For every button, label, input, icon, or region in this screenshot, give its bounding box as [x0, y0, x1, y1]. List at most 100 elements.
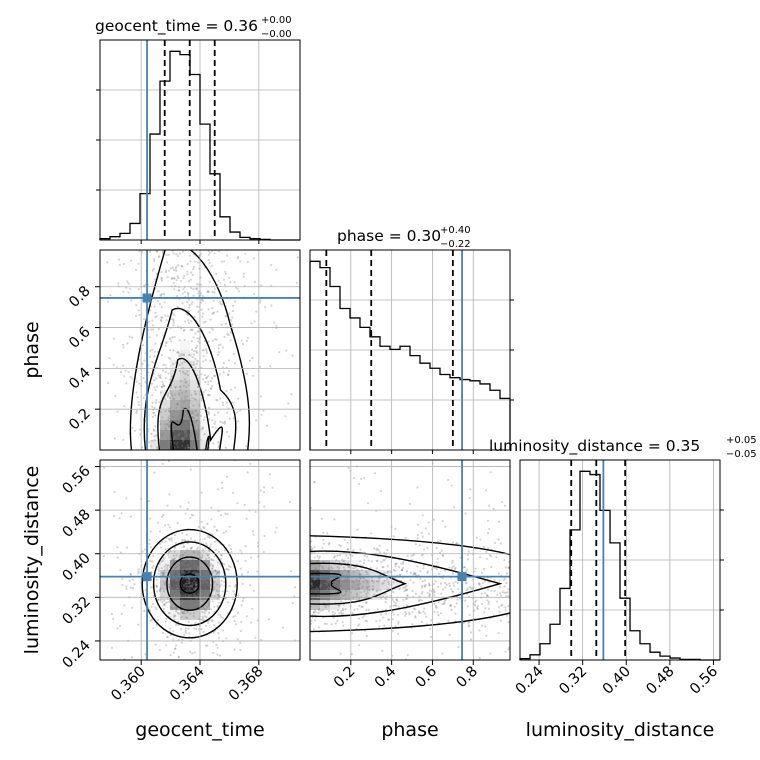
sample-point — [191, 584, 194, 587]
sample-point — [179, 385, 182, 388]
sample-point — [384, 612, 387, 615]
sample-point — [478, 629, 481, 632]
sample-point — [202, 360, 205, 363]
sample-point — [196, 568, 199, 571]
sample-point — [193, 315, 196, 318]
density-cell — [160, 400, 170, 410]
sample-point — [169, 654, 172, 657]
sample-point — [182, 288, 185, 291]
sample-point — [215, 398, 218, 401]
sample-point — [205, 608, 208, 611]
sample-point — [122, 262, 125, 266]
sample-point — [256, 570, 259, 573]
sample-point — [219, 300, 222, 303]
sample-point — [186, 374, 190, 377]
sample-point — [207, 340, 210, 343]
sample-point — [152, 361, 155, 364]
sample-point — [485, 634, 488, 637]
sample-point — [465, 582, 468, 585]
sample-point — [252, 589, 255, 592]
sample-point — [323, 622, 326, 625]
density-cell — [180, 550, 190, 560]
density-cell — [180, 330, 190, 340]
sample-point — [167, 392, 170, 395]
sample-point — [343, 594, 346, 597]
sample-point — [161, 416, 164, 419]
sample-point — [435, 546, 438, 550]
sample-point — [183, 395, 186, 398]
sample-point — [207, 556, 210, 560]
sample-point — [176, 607, 179, 610]
sample-point — [136, 396, 139, 399]
density-cell — [160, 600, 170, 610]
sample-point — [396, 632, 400, 635]
sample-point — [452, 506, 455, 509]
sample-point — [148, 538, 151, 542]
sample-point — [223, 420, 227, 424]
sample-point — [391, 629, 394, 632]
sample-point — [343, 581, 346, 584]
sample-point — [179, 594, 182, 597]
sample-point — [177, 350, 180, 353]
sample-point — [180, 615, 183, 619]
sample-point — [425, 527, 428, 530]
sample-point — [405, 570, 409, 573]
sample-point — [404, 597, 407, 601]
sample-point — [255, 419, 258, 422]
sample-point — [213, 540, 216, 543]
sample-point — [342, 603, 345, 606]
sample-point — [170, 561, 173, 565]
density-cell — [340, 600, 350, 610]
sample-point — [120, 612, 123, 615]
sample-point — [312, 628, 315, 631]
sample-point — [437, 585, 440, 588]
sample-point — [404, 611, 407, 614]
sample-point — [353, 608, 356, 612]
sample-point — [203, 416, 206, 419]
sample-point — [498, 585, 502, 589]
sample-point — [200, 397, 203, 400]
sample-point — [167, 253, 170, 256]
sample-point — [335, 559, 338, 562]
sample-point — [322, 542, 325, 545]
density-cell — [200, 600, 210, 610]
sample-point — [217, 347, 220, 350]
sample-point — [153, 406, 156, 409]
sample-point — [237, 611, 240, 614]
sample-point — [197, 564, 200, 567]
sample-point — [226, 373, 229, 376]
sample-point — [409, 571, 412, 574]
sample-point — [195, 583, 198, 586]
sample-point — [419, 611, 422, 615]
sample-point — [189, 559, 192, 562]
sample-point — [397, 622, 400, 625]
sample-point — [207, 584, 210, 587]
sample-point — [226, 601, 229, 604]
sample-point — [133, 583, 136, 586]
sample-point — [256, 619, 259, 622]
density-cell — [320, 570, 330, 580]
sample-point — [228, 525, 231, 528]
sample-point — [497, 572, 500, 575]
sample-point — [225, 389, 228, 393]
sample-point — [175, 566, 178, 569]
density-cell — [330, 560, 340, 570]
sample-point — [338, 612, 341, 615]
sample-point — [191, 604, 194, 607]
sample-point — [160, 386, 164, 389]
x-tick-label-geocent-time: 0.360 — [108, 664, 149, 705]
sample-point — [365, 570, 368, 573]
sample-point — [188, 581, 191, 584]
sample-point — [363, 614, 366, 617]
sample-point — [204, 320, 207, 323]
sample-point — [161, 462, 164, 465]
sample-point — [135, 391, 138, 394]
sample-point — [162, 432, 165, 435]
sample-point — [201, 315, 204, 318]
sample-point — [193, 363, 196, 366]
sample-point — [117, 258, 121, 261]
sample-point — [183, 414, 186, 417]
sample-point — [203, 608, 206, 611]
sample-point — [153, 305, 156, 308]
density-cell — [190, 610, 200, 620]
